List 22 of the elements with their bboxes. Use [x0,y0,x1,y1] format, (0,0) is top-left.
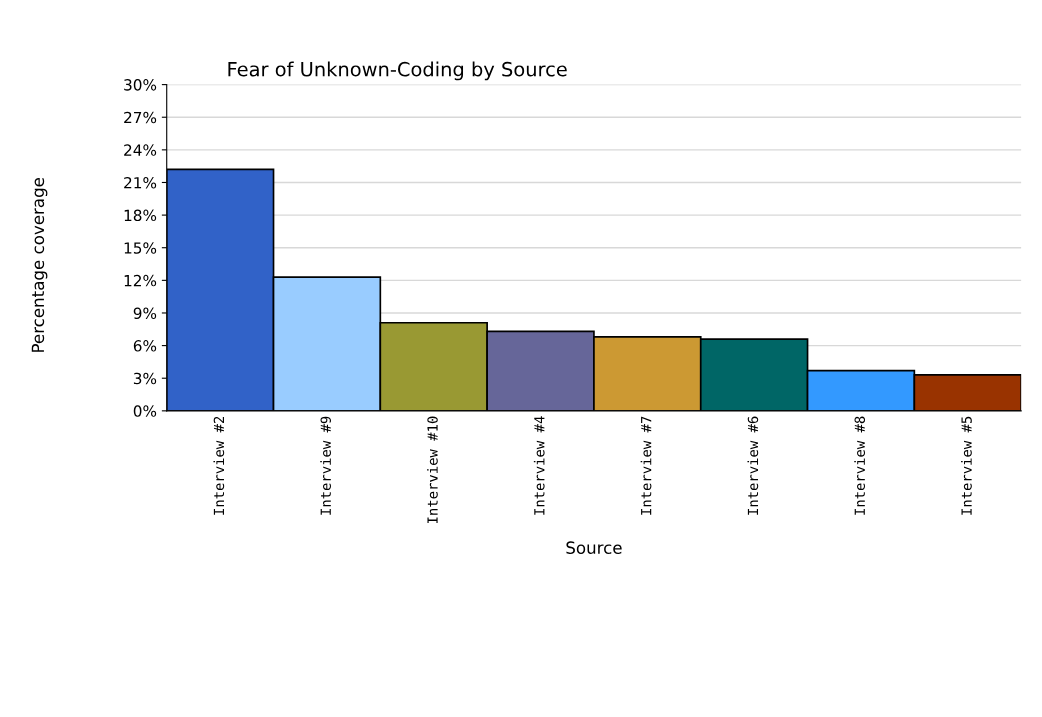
y-tick-label: 9% [133,307,157,319]
x-tick-label: Interview #7 [640,416,652,515]
y-axis-title: Percentage coverage [31,177,48,352]
y-tick-label: 0% [133,405,157,417]
x-tick-label: Interview #2 [213,416,225,515]
y-tick-label: 27% [124,111,157,124]
x-tick-label: Interview #8 [854,416,866,515]
x-tick-label: Interview #4 [533,416,545,515]
x-tick-label: Interview #9 [320,416,331,515]
y-tick-label: 6% [133,340,157,352]
y-tick-label: 12% [124,274,157,287]
x-axis-title: Source [566,541,622,554]
chart-title: Fear of Unknown-Coding by Source [228,61,567,81]
y-tick-label: 18% [124,209,157,222]
x-tick-label: Interview #6 [747,416,759,515]
x-tick-label: Interview #10 [427,416,438,524]
y-tick-label: 21% [124,176,157,189]
y-tick-label: 3% [133,372,157,385]
y-tick-label: 30% [124,79,157,91]
y-tick-label: 24% [124,144,157,156]
y-tick-label: 15% [124,242,157,254]
x-tick-label: Interview #5 [961,416,972,515]
